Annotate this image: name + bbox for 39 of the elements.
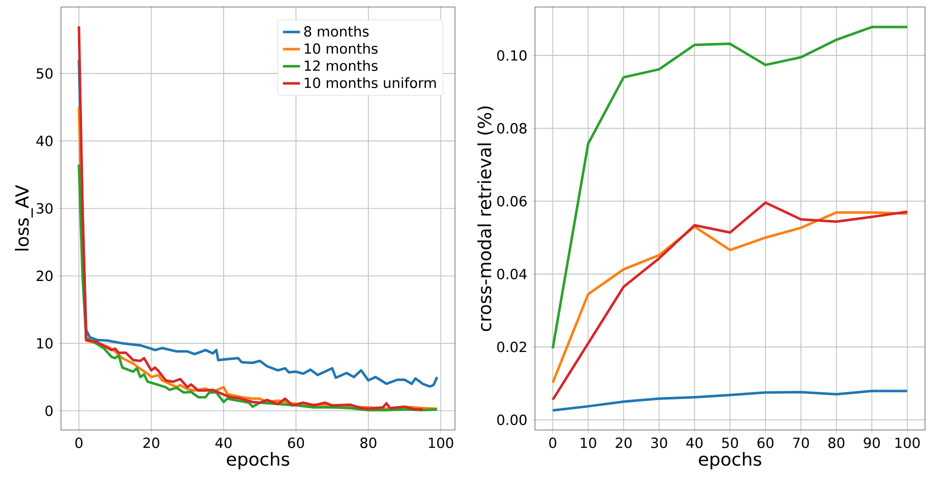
y-tick-label: 0.02 <box>497 342 526 352</box>
x-tick-label: 40 <box>686 438 703 448</box>
y-tick-label: 0.06 <box>497 196 527 206</box>
y-tick-label: 0.10 <box>497 50 527 61</box>
legend-label: 10 months uniform <box>304 77 436 88</box>
x-tick-label: 20 <box>143 438 160 448</box>
legend-label: 10 months <box>304 43 378 54</box>
y-tick-label: 50 <box>36 68 53 79</box>
x-tick-label: 40 <box>215 438 232 448</box>
x-tick-label: 20 <box>616 438 632 448</box>
y-tick-label: 0.04 <box>497 268 527 280</box>
legend-label: 8 months <box>304 26 369 37</box>
x-tick-label: 100 <box>895 438 920 448</box>
x-tick-label: 60 <box>288 438 304 448</box>
y-tick-label: 40 <box>36 136 53 146</box>
y-tick-label: 0.08 <box>497 123 527 134</box>
legend-label: 12 months <box>304 60 378 71</box>
x-tick-label: 70 <box>793 438 809 448</box>
y-tick-label: 20 <box>36 270 53 282</box>
x-tick-label: 80 <box>828 438 844 448</box>
x-axis-title: epochs <box>226 452 290 470</box>
x-tick-label: 80 <box>360 438 376 448</box>
y-axis-title: cross-modal retrieval (%) <box>477 106 494 332</box>
x-tick-label: 90 <box>864 438 880 448</box>
x-tick-label: 50 <box>722 438 738 448</box>
x-tick-label: 0 <box>75 438 82 448</box>
y-tick-label: 10 <box>37 338 53 349</box>
x-axis-title: epochs <box>698 452 762 470</box>
y-tick-label: 0.00 <box>497 414 527 426</box>
x-tick-label: 10 <box>580 438 596 448</box>
x-tick-label: 30 <box>651 438 668 448</box>
x-tick-label: 100 <box>428 438 454 448</box>
x-tick-label: 60 <box>758 438 774 448</box>
y-axis-title: loss_AV <box>14 185 33 250</box>
y-tick-label: 30 <box>36 203 53 214</box>
y-tick-label: 0 <box>45 405 53 416</box>
x-tick-label: 0 <box>549 438 556 448</box>
line-series <box>551 390 909 412</box>
line-series <box>551 26 909 350</box>
